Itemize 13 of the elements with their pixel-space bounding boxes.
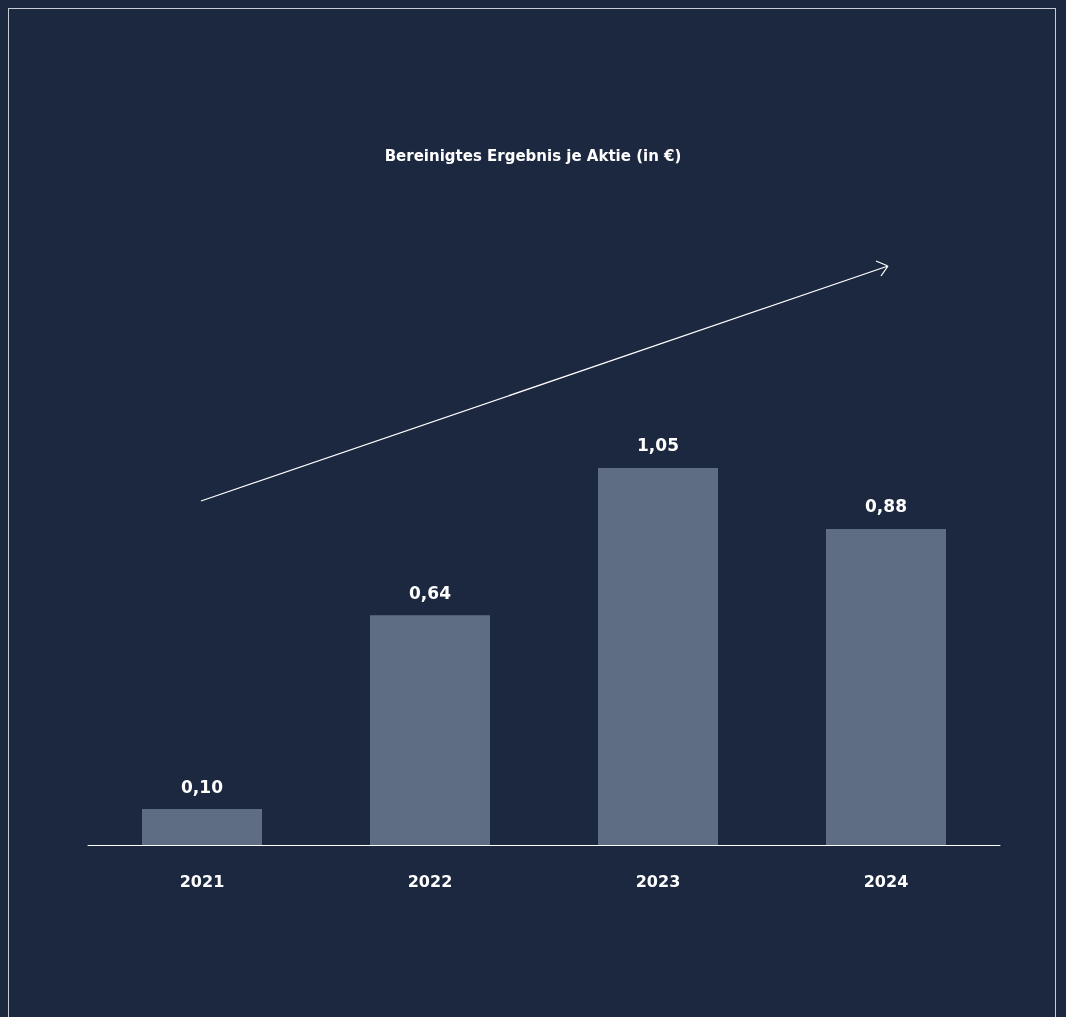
chart-title: Bereinigtes Ergebnis je Aktie (in €) bbox=[384, 146, 682, 165]
bar bbox=[598, 467, 718, 845]
x-tick-label: 2024 bbox=[863, 871, 909, 891]
data-label: 0,10 bbox=[181, 776, 224, 797]
data-label: 0,64 bbox=[409, 582, 452, 603]
bar bbox=[826, 528, 946, 845]
x-tick-label: 2022 bbox=[407, 871, 453, 891]
bar bbox=[142, 809, 262, 845]
data-label: 0,88 bbox=[865, 496, 907, 517]
x-tick-label: 2023 bbox=[635, 871, 681, 891]
data-label: 1,05 bbox=[637, 435, 679, 456]
x-tick-label: 2021 bbox=[179, 871, 225, 891]
bar bbox=[370, 615, 490, 845]
